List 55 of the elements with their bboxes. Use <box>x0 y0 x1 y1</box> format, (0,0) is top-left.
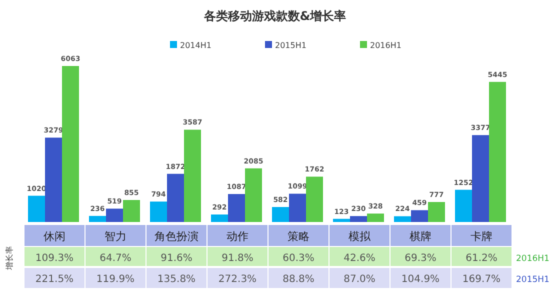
text: 2015H1 <box>516 275 550 285</box>
x-tick-label: 智力 <box>104 230 126 243</box>
bar <box>489 82 506 222</box>
text: 119.9% <box>96 274 135 285</box>
text: 221.5% <box>35 274 74 285</box>
x-tick-label: 策略 <box>288 230 310 243</box>
bar <box>184 130 201 222</box>
text: 169.7% <box>462 274 501 285</box>
bar <box>472 135 489 222</box>
bar <box>28 196 45 222</box>
bar <box>289 194 306 222</box>
bar <box>62 66 79 222</box>
x-tick-label: 动作 <box>226 230 248 243</box>
text: 增长率 <box>5 246 14 271</box>
bar <box>123 200 140 222</box>
x-tick-label: 模拟 <box>348 230 372 243</box>
bar <box>106 208 123 222</box>
bar <box>306 176 323 222</box>
bar <box>228 194 245 222</box>
text: 109.3% <box>35 253 74 264</box>
bar <box>89 216 106 222</box>
legend-label: 2014H1 <box>180 41 212 50</box>
x-tick-label: 休闲 <box>44 230 66 243</box>
chart-title: 各类移动游戏款数&增长率 <box>202 9 346 23</box>
legend-label: 2015H1 <box>275 41 306 50</box>
text: 104.9% <box>401 274 440 285</box>
bar <box>333 218 350 222</box>
bar <box>428 202 445 222</box>
bar <box>167 174 184 222</box>
bar <box>455 190 472 222</box>
legend-label: 2016H1 <box>370 41 402 50</box>
bar <box>411 210 428 222</box>
text: 60.3% <box>282 253 314 264</box>
bar <box>394 216 411 222</box>
text: 61.2% <box>466 253 498 264</box>
text: 272.3% <box>218 274 257 285</box>
text: 91.6% <box>160 253 192 264</box>
bar <box>350 216 367 222</box>
text: 87.0% <box>344 274 376 285</box>
text: 2016H1 <box>516 254 550 264</box>
x-tick-label: 棋牌 <box>410 230 432 243</box>
bar <box>367 214 384 222</box>
bar <box>211 214 228 222</box>
text: 64.7% <box>100 253 132 264</box>
bar <box>245 168 262 222</box>
bar <box>150 202 167 222</box>
x-tick-label: 角色扮演 <box>154 230 198 243</box>
text: 69.3% <box>404 253 436 264</box>
x-tick-label: 卡牌 <box>470 230 492 243</box>
text: 88.8% <box>282 274 314 285</box>
text: 135.8% <box>157 274 196 285</box>
text: 42.6% <box>344 253 376 264</box>
text: 91.8% <box>222 253 254 264</box>
bar <box>272 207 289 222</box>
bar <box>45 138 62 222</box>
